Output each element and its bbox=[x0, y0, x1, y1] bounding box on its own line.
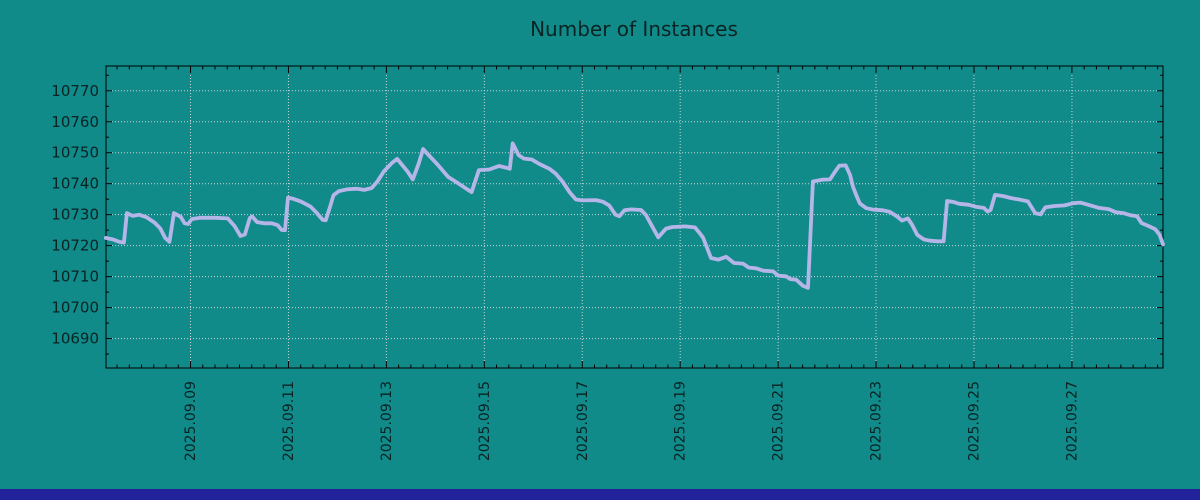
y-tick-label: 10770 bbox=[51, 82, 99, 100]
x-tick-label: 2025.09.25 bbox=[966, 381, 982, 461]
x-tick-label: 2025.09.19 bbox=[673, 381, 689, 461]
x-tick-label: 2025.09.13 bbox=[379, 381, 395, 461]
x-tick-label: 2025.09.23 bbox=[869, 381, 885, 461]
y-tick-label: 10760 bbox=[51, 113, 99, 131]
x-tick-label: 2025.09.27 bbox=[1064, 381, 1080, 461]
y-tick-label: 10730 bbox=[51, 206, 99, 224]
bottom-bar bbox=[0, 489, 1200, 500]
chart-title: Number of Instances bbox=[530, 17, 738, 41]
y-tick-label: 10690 bbox=[51, 330, 99, 348]
x-tick-label: 2025.09.09 bbox=[183, 381, 199, 461]
x-tick-label: 2025.09.11 bbox=[281, 381, 297, 461]
y-tick-label: 10720 bbox=[51, 237, 99, 255]
x-tick-label: 2025.09.17 bbox=[575, 381, 591, 461]
plot-border bbox=[105, 65, 1164, 369]
x-tick-label: 2025.09.21 bbox=[771, 381, 787, 461]
y-tick-label: 10700 bbox=[51, 299, 99, 317]
instances-line bbox=[103, 141, 1165, 290]
y-tick-label: 10740 bbox=[51, 175, 99, 193]
y-tick-label: 10750 bbox=[51, 144, 99, 162]
x-tick-label: 2025.09.15 bbox=[477, 381, 493, 461]
y-tick-label: 10710 bbox=[51, 268, 99, 286]
